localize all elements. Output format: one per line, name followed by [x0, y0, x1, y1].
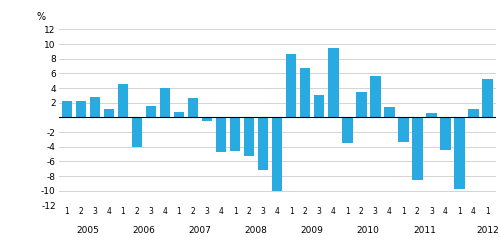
Bar: [398, 118, 408, 142]
Bar: [258, 118, 268, 170]
Bar: [356, 92, 366, 118]
Bar: [300, 68, 310, 117]
Bar: [328, 48, 338, 117]
Bar: [482, 79, 492, 118]
Bar: [244, 118, 254, 156]
Bar: [118, 84, 128, 117]
Bar: [230, 118, 240, 151]
Bar: [202, 118, 212, 121]
Bar: [76, 101, 86, 117]
Bar: [62, 101, 72, 117]
Bar: [412, 118, 422, 180]
Bar: [314, 95, 324, 118]
Bar: [440, 118, 450, 150]
Bar: [370, 76, 380, 118]
Text: 2007: 2007: [188, 226, 212, 235]
Bar: [104, 109, 115, 118]
Bar: [468, 108, 478, 118]
Bar: [174, 112, 184, 117]
Bar: [384, 107, 394, 118]
Bar: [132, 118, 142, 148]
Text: 2012: 2012: [476, 226, 499, 235]
Text: 2010: 2010: [357, 226, 380, 235]
Text: 2005: 2005: [76, 226, 100, 235]
Text: 2009: 2009: [301, 226, 324, 235]
Bar: [160, 88, 170, 118]
Bar: [188, 98, 198, 117]
Text: 2008: 2008: [244, 226, 268, 235]
Bar: [90, 97, 100, 117]
Bar: [426, 113, 436, 117]
Bar: [272, 118, 282, 191]
Text: %: %: [36, 12, 46, 22]
Bar: [146, 106, 156, 118]
Bar: [286, 54, 296, 118]
Bar: [342, 118, 352, 143]
Text: 2006: 2006: [132, 226, 156, 235]
Text: 2011: 2011: [413, 226, 436, 235]
Bar: [454, 118, 464, 189]
Bar: [216, 118, 226, 152]
